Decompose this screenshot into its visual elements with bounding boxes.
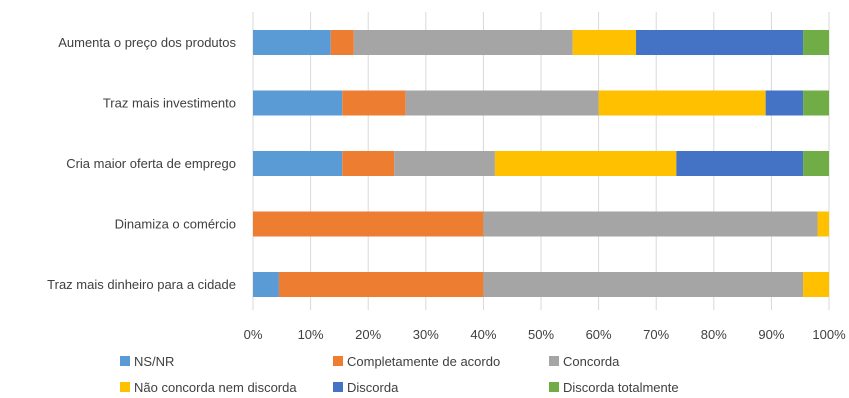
category-label: Traz mais investimento (103, 96, 236, 111)
bar-segment (803, 151, 829, 176)
x-tick-label: 40% (470, 327, 496, 342)
bar-segment (405, 90, 599, 116)
bar-segment (676, 151, 804, 176)
bar-segment (483, 211, 818, 237)
bar-segment (394, 151, 495, 176)
legend-swatch (333, 356, 343, 366)
bar-segment (253, 151, 343, 176)
bar-segment (253, 90, 343, 116)
legend-label: NS/NR (134, 354, 174, 369)
x-tick-label: 80% (701, 327, 727, 342)
bar-segment (803, 272, 829, 297)
x-tick-label: 20% (355, 327, 381, 342)
category-label: Cria maior oferta de emprego (66, 156, 236, 171)
bar-segment (483, 272, 804, 297)
x-tick-label: 60% (586, 327, 612, 342)
bar-segment (494, 151, 677, 176)
category-label: Aumenta o preço dos produtos (58, 35, 236, 50)
legend-swatch (120, 382, 130, 392)
bar-segment (598, 90, 766, 116)
x-tick-label: 0% (244, 327, 263, 342)
bar-segment (342, 90, 406, 116)
legend-label: Não concorda nem discorda (134, 380, 297, 395)
legend: NS/NR Completamente de acordo Concorda Não … (120, 354, 679, 395)
bar-segment (572, 30, 637, 55)
x-tick-label: 30% (413, 327, 439, 342)
legend-swatch (549, 382, 559, 392)
legend-label: Completamente de acordo (347, 354, 500, 369)
legend-label: Concorda (563, 354, 620, 369)
legend-swatch (549, 356, 559, 366)
bar-segment (803, 30, 829, 55)
x-tick-label: 70% (643, 327, 669, 342)
x-tick-label: 100% (812, 327, 846, 342)
bar-segment (636, 30, 804, 55)
category-label: Traz mais dinheiro para a cidade (47, 277, 236, 292)
bar-segment (353, 30, 573, 55)
legend-label: Discorda totalmente (563, 380, 679, 395)
bar-segment (253, 211, 484, 237)
bar-segment (253, 272, 279, 297)
x-tick-label: 10% (298, 327, 324, 342)
category-label: Dinamiza o comércio (115, 217, 236, 232)
bars (253, 30, 829, 297)
bar-segment (342, 151, 395, 176)
category-labels: Aumenta o preço dos produtos Traz mais in… (47, 35, 236, 292)
legend-swatch (120, 356, 130, 366)
legend-label: Discorda (347, 380, 399, 395)
x-tick-label: 50% (528, 327, 554, 342)
bar-segment (765, 90, 804, 116)
x-tick-label: 90% (758, 327, 784, 342)
bar-segment (803, 90, 829, 116)
bar-segment (253, 30, 331, 55)
x-tick-labels: 0% 10% 20% 30% 40% 50% 60% 70% 80% 90% 100% (244, 327, 846, 342)
bar-segment (278, 272, 484, 297)
bar-segment (817, 211, 829, 237)
bar-segment (330, 30, 354, 55)
legend-swatch (333, 382, 343, 392)
